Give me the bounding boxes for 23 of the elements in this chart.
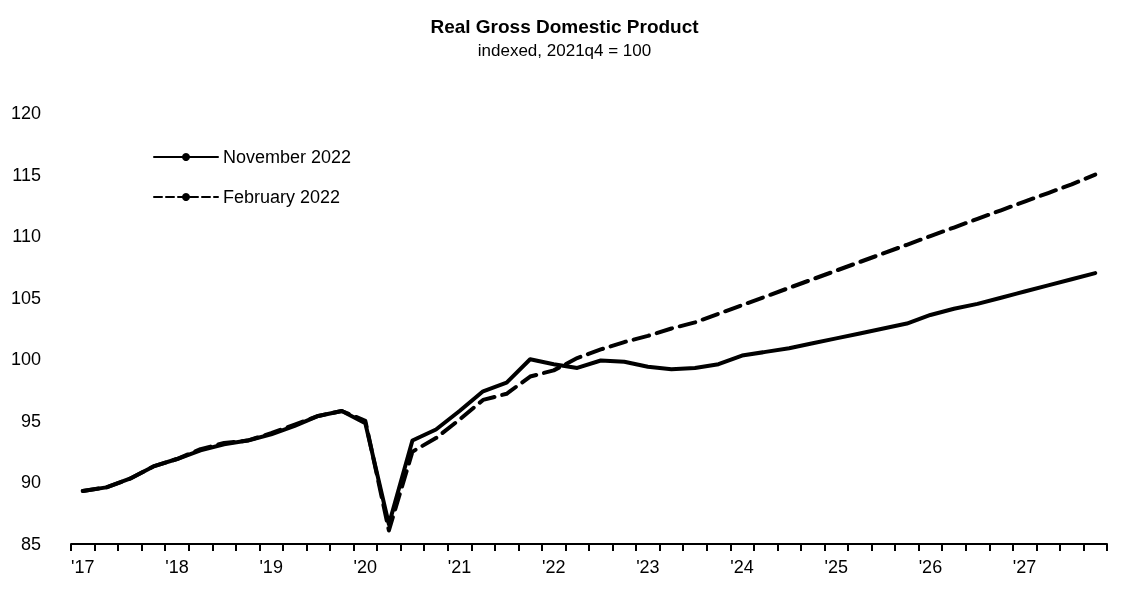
legend-label: November 2022	[223, 147, 352, 167]
chart-subtitle: indexed, 2021q4 = 100	[477, 41, 652, 60]
y-tick-label: 90	[21, 472, 42, 493]
x-tick-label: '21	[447, 557, 472, 577]
x-tick-label: '23	[636, 557, 660, 577]
y-tick-label: 95	[21, 410, 42, 431]
x-tick-label: '27	[1012, 557, 1037, 577]
x-tick-label: '17	[71, 557, 95, 577]
x-tick-label: '24	[730, 557, 754, 577]
legend-label: February 2022	[223, 187, 341, 207]
y-tick-label: 110	[12, 226, 42, 247]
x-tick-label: '18	[165, 557, 189, 577]
y-tick-label: 120	[10, 103, 42, 123]
y-tick-label: 105	[10, 287, 42, 308]
x-tick-label: '19	[259, 557, 283, 577]
x-tick-label: '20	[353, 557, 378, 577]
y-tick-label: 85	[21, 534, 42, 554]
x-tick-label: '25	[824, 557, 848, 577]
y-tick-label: 115	[12, 164, 42, 185]
x-tick-label: '22	[541, 557, 566, 577]
x-tick-label: '26	[918, 557, 943, 577]
chart-title: Real Gross Domestic Product	[430, 16, 700, 37]
y-tick-label: 100	[10, 349, 42, 370]
